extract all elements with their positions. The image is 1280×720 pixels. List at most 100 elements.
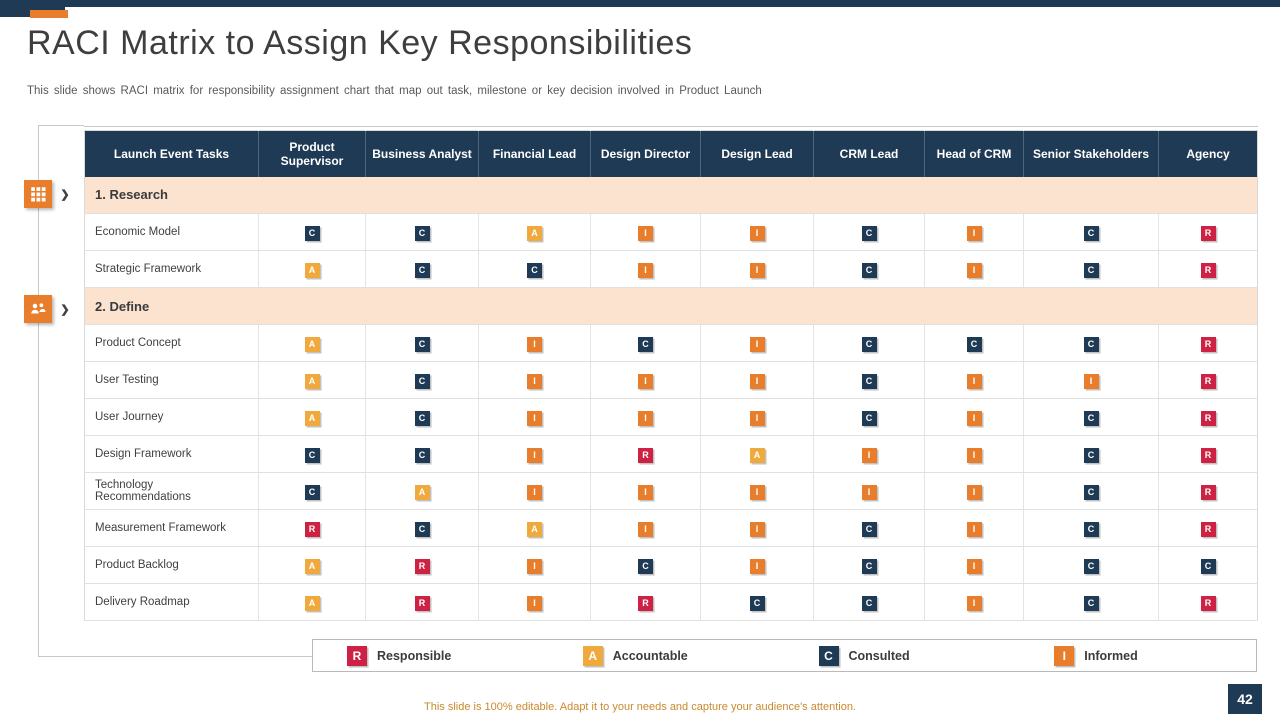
raci-cell: A <box>478 213 591 251</box>
raci-cell: I <box>924 213 1024 251</box>
raci-badge-i: I <box>1054 645 1075 666</box>
raci-cell: C <box>590 324 701 362</box>
raci-cell: I <box>590 509 701 547</box>
raci-cell: C <box>258 213 366 251</box>
raci-badge-r: R <box>1200 374 1216 389</box>
raci-badge-a: A <box>582 645 603 666</box>
raci-cell: C <box>1023 546 1159 584</box>
raci-cell: I <box>700 250 814 288</box>
matrix-icon-glyph <box>31 187 46 202</box>
raci-cell: R <box>1158 583 1258 621</box>
raci-badge-c: C <box>1083 448 1099 463</box>
page-number-badge: 42 <box>1228 684 1262 714</box>
table-row: User Testing A C I I I C I I R <box>84 361 1258 399</box>
raci-cell: C <box>1023 250 1159 288</box>
slide-subtitle: This slide shows RACI matrix for respons… <box>27 85 762 97</box>
raci-cell: A <box>258 250 366 288</box>
top-accent-bar <box>0 0 1280 7</box>
raci-badge-c: C <box>414 522 430 537</box>
raci-cell: A <box>258 398 366 436</box>
raci-badge-i: I <box>638 522 653 537</box>
raci-badge-r: R <box>1200 522 1216 537</box>
raci-cell: A <box>258 546 366 584</box>
raci-badge-i: I <box>527 448 542 463</box>
task-name: User Journey <box>84 398 259 436</box>
task-name: Technology Recommendations <box>84 472 259 510</box>
legend-item: A Accountable <box>549 645 785 666</box>
raci-badge-a: A <box>304 263 320 278</box>
page-title: RACI Matrix to Assign Key Responsibiliti… <box>27 24 693 62</box>
raci-cell: C <box>365 250 479 288</box>
task-name: Product Backlog <box>84 546 259 584</box>
raci-cell: C <box>478 250 591 288</box>
bottom-connector-line <box>38 656 313 657</box>
raci-badge-r: R <box>1200 448 1216 463</box>
raci-cell: I <box>590 472 701 510</box>
raci-cell: I <box>924 361 1024 399</box>
raci-badge-c: C <box>749 596 765 611</box>
raci-cell: R <box>1158 509 1258 547</box>
raci-cell: C <box>1023 435 1159 473</box>
raci-badge-i: I <box>966 485 982 500</box>
raci-cell: C <box>813 324 925 362</box>
raci-badge-i: I <box>966 263 982 278</box>
raci-badge-i: I <box>1083 374 1099 389</box>
raci-badge-r: R <box>1200 263 1216 278</box>
raci-cell: I <box>478 472 591 510</box>
raci-badge-c: C <box>861 411 877 426</box>
raci-badge-i: I <box>638 411 653 426</box>
legend-label: Responsible <box>377 648 452 663</box>
raci-cell: C <box>365 213 479 251</box>
raci-badge-i: I <box>749 374 765 389</box>
raci-badge-i: I <box>638 263 653 278</box>
raci-cell: I <box>924 509 1024 547</box>
raci-badge-r: R <box>347 645 367 666</box>
raci-cell: I <box>700 509 814 547</box>
raci-cell: I <box>813 472 925 510</box>
table-row: User Journey A C I I I C I C R <box>84 398 1258 436</box>
raci-badge-i: I <box>638 374 653 389</box>
raci-badge-a: A <box>414 485 430 500</box>
raci-badge-r: R <box>1200 226 1216 241</box>
raci-cell: R <box>365 546 479 584</box>
legend-label: Informed <box>1084 648 1138 663</box>
raci-cell: C <box>1023 583 1159 621</box>
raci-badge-i: I <box>527 559 542 574</box>
section-label: 2. Define <box>84 287 1258 325</box>
raci-badge-a: A <box>749 448 765 463</box>
raci-badge-r: R <box>1200 485 1216 500</box>
raci-badge-i: I <box>749 411 765 426</box>
raci-cell: C <box>1023 324 1159 362</box>
raci-cell: R <box>1158 250 1258 288</box>
raci-badge-i: I <box>966 559 982 574</box>
column-header: Head of CRM <box>924 130 1024 177</box>
column-header: Business Analyst <box>365 130 479 177</box>
raci-badge-c: C <box>1083 226 1099 241</box>
chevron-right-icon: ❯ <box>60 304 70 316</box>
raci-badge-r: R <box>304 522 320 537</box>
raci-badge-c: C <box>1083 263 1099 278</box>
raci-cell: C <box>365 435 479 473</box>
raci-cell: C <box>365 398 479 436</box>
raci-badge-i: I <box>527 485 542 500</box>
raci-badge-c: C <box>1200 559 1216 574</box>
raci-badge-c: C <box>1083 559 1099 574</box>
raci-cell: C <box>365 361 479 399</box>
raci-badge-a: A <box>527 226 542 241</box>
raci-cell: C <box>365 324 479 362</box>
task-name: Product Concept <box>84 324 259 362</box>
raci-badge-r: R <box>638 596 653 611</box>
raci-cell: I <box>924 546 1024 584</box>
column-header: Product Supervisor <box>258 130 366 177</box>
raci-badge-r: R <box>414 559 430 574</box>
raci-cell: I <box>700 546 814 584</box>
raci-cell: I <box>478 324 591 362</box>
raci-badge-c: C <box>414 226 430 241</box>
raci-cell: I <box>700 324 814 362</box>
raci-cell: I <box>700 472 814 510</box>
raci-cell: I <box>478 435 591 473</box>
raci-badge-c: C <box>861 337 877 352</box>
section-row: 1. Research <box>84 176 1258 214</box>
raci-badge-c: C <box>861 522 877 537</box>
